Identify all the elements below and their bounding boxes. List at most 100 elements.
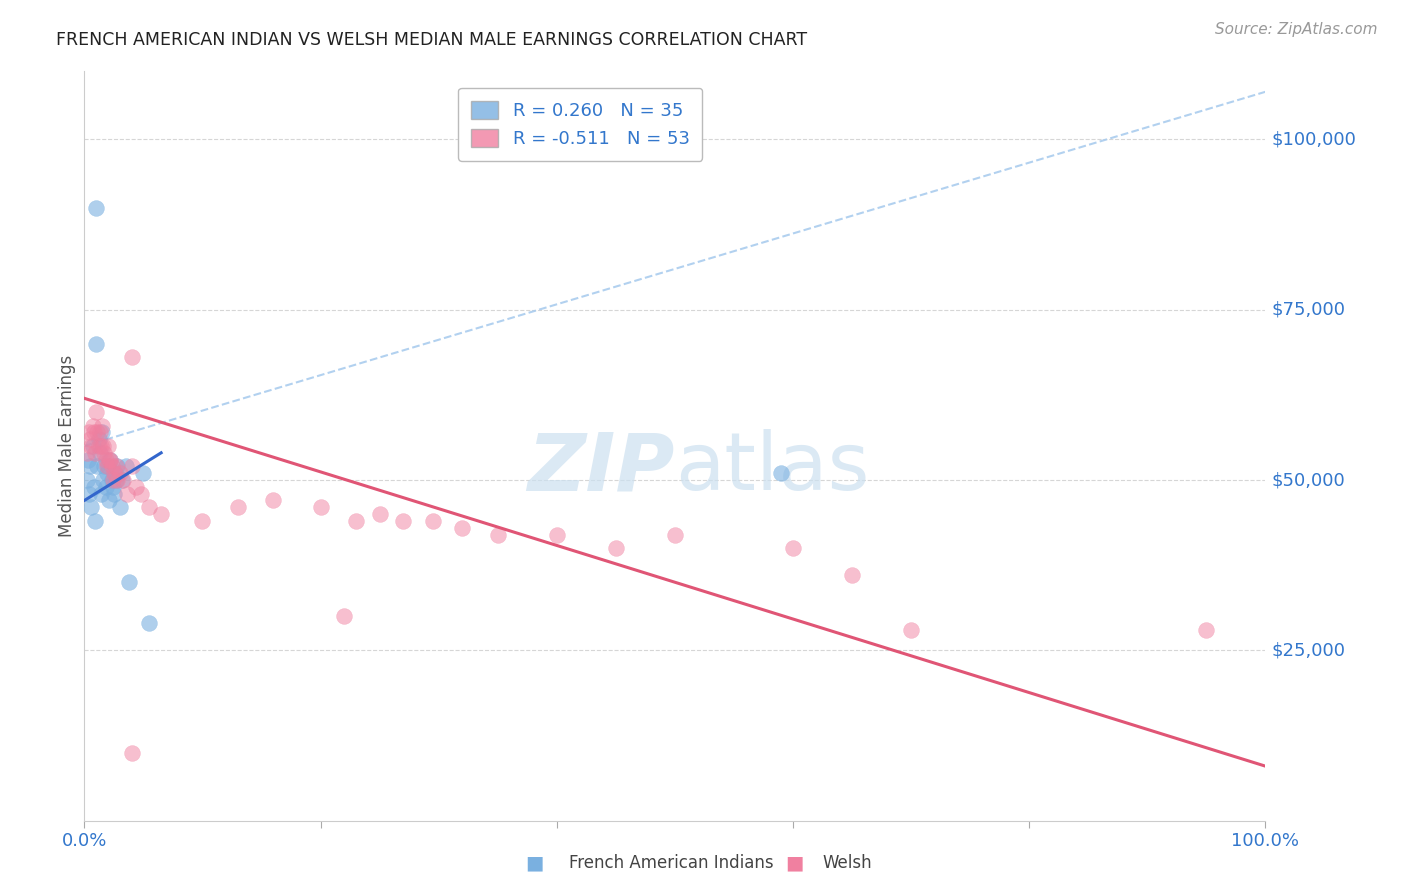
Point	[94, 480, 117, 494]
Point	[76, 446, 98, 460]
Point	[105, 459, 128, 474]
Point	[114, 459, 136, 474]
Point	[118, 575, 141, 590]
Text: $25,000: $25,000	[1271, 641, 1346, 659]
Point	[132, 467, 155, 481]
Point	[91, 425, 114, 440]
Point	[101, 473, 124, 487]
Point	[368, 507, 391, 521]
Text: Welsh: Welsh	[823, 855, 872, 872]
Text: $75,000: $75,000	[1271, 301, 1346, 318]
Point	[1195, 623, 1218, 637]
Point	[333, 609, 356, 624]
Point	[107, 473, 129, 487]
Point	[138, 616, 160, 631]
Point	[107, 459, 129, 474]
Point	[121, 746, 143, 760]
Point	[79, 432, 101, 446]
Point	[451, 521, 474, 535]
Text: FRENCH AMERICAN INDIAN VS WELSH MEDIAN MALE EARNINGS CORRELATION CHART: FRENCH AMERICAN INDIAN VS WELSH MEDIAN M…	[56, 31, 807, 49]
Point	[344, 514, 367, 528]
Point	[76, 473, 98, 487]
Point	[84, 336, 107, 351]
Point	[605, 541, 627, 556]
Point	[101, 480, 124, 494]
Point	[782, 541, 804, 556]
Point	[103, 467, 125, 481]
Point	[83, 480, 105, 494]
Point	[129, 486, 152, 500]
Point	[77, 425, 100, 440]
Point	[108, 467, 131, 481]
Point	[87, 432, 110, 446]
Point	[82, 418, 104, 433]
Point	[93, 459, 115, 474]
Point	[121, 459, 143, 474]
Point	[89, 425, 111, 440]
Text: ■: ■	[785, 854, 804, 872]
Point	[84, 201, 107, 215]
Point	[111, 473, 134, 487]
Point	[77, 486, 100, 500]
Point	[900, 623, 922, 637]
Point	[108, 500, 131, 515]
Point	[98, 493, 121, 508]
Text: ■: ■	[524, 854, 544, 872]
Point	[84, 446, 107, 460]
Point	[80, 439, 103, 453]
Point	[422, 514, 444, 528]
Point	[309, 500, 332, 515]
Point	[191, 514, 214, 528]
Point	[84, 514, 107, 528]
Point	[90, 486, 112, 500]
Point	[79, 459, 101, 474]
Point	[90, 439, 112, 453]
Point	[84, 405, 107, 419]
Point	[80, 500, 103, 515]
Point	[87, 439, 110, 453]
Point	[770, 467, 793, 481]
Text: Source: ZipAtlas.com: Source: ZipAtlas.com	[1215, 22, 1378, 37]
Point	[96, 459, 118, 474]
Point	[226, 500, 249, 515]
Point	[77, 452, 100, 467]
Point	[91, 439, 114, 453]
Point	[86, 425, 108, 440]
Point	[91, 473, 114, 487]
Point	[97, 439, 120, 453]
Point	[86, 459, 108, 474]
Point	[93, 446, 115, 460]
Point	[103, 486, 125, 500]
Text: $50,000: $50,000	[1271, 471, 1346, 489]
Point	[98, 452, 121, 467]
Point	[98, 452, 121, 467]
Point	[100, 459, 122, 474]
Point	[546, 527, 568, 541]
Point	[89, 446, 111, 460]
Point	[486, 527, 509, 541]
Point	[83, 425, 105, 440]
Text: $100,000: $100,000	[1271, 130, 1357, 148]
Text: ZIP: ZIP	[527, 429, 675, 508]
Point	[96, 467, 118, 481]
Point	[841, 568, 863, 582]
Point	[112, 473, 135, 487]
Point	[392, 514, 415, 528]
Point	[82, 439, 104, 453]
Point	[664, 527, 686, 541]
Point	[105, 473, 128, 487]
Point	[94, 452, 117, 467]
Legend: R = 0.260   N = 35, R = -0.511   N = 53: R = 0.260 N = 35, R = -0.511 N = 53	[458, 88, 703, 161]
Point	[115, 486, 138, 500]
Point	[121, 351, 143, 365]
Text: French American Indians: French American Indians	[569, 855, 775, 872]
Text: atlas: atlas	[675, 429, 869, 508]
Point	[100, 473, 122, 487]
Point	[97, 459, 120, 474]
Point	[138, 500, 160, 515]
Y-axis label: Median Male Earnings: Median Male Earnings	[58, 355, 76, 537]
Point	[125, 480, 148, 494]
Point	[104, 467, 127, 481]
Point	[150, 507, 173, 521]
Point	[91, 418, 114, 433]
